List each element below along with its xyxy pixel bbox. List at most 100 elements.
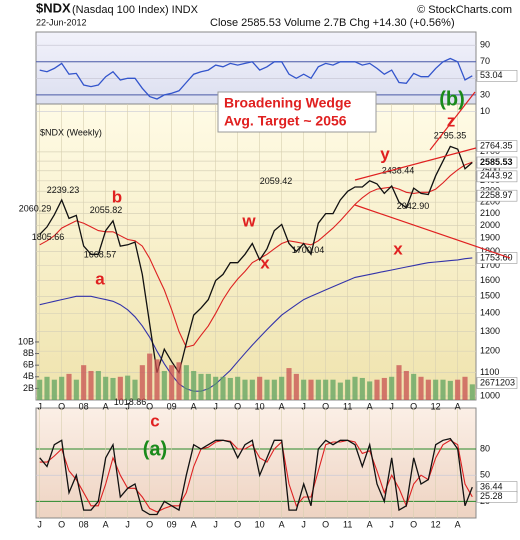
wave-label: c xyxy=(150,411,159,430)
volume-bar xyxy=(103,376,109,400)
wave-label: w xyxy=(241,211,256,230)
panel-title: $NDX (Weekly) xyxy=(40,127,102,137)
x-tick-label: J xyxy=(301,401,306,411)
note-text: Avg. Target ~ 2056 xyxy=(224,113,347,129)
y-tick-label: 2500 xyxy=(480,165,500,175)
y-tick-label: 2B xyxy=(23,383,34,393)
y-tick-label: 6B xyxy=(23,360,34,370)
x-tick-label: 10 xyxy=(255,519,265,529)
y-tick-label: 50 xyxy=(480,470,490,480)
volume-bar xyxy=(257,376,263,400)
x-tick-label: 10 xyxy=(255,401,265,411)
volume-bar xyxy=(337,382,343,400)
x-tick-label: O xyxy=(146,519,153,529)
price-annotation: 1018.86 xyxy=(114,397,147,407)
volume-bar xyxy=(183,365,189,400)
plot-layer: 90 70 50 30 10 53.04 1000 1100 1200 1300 1400 1500 1… xyxy=(18,40,518,529)
volume-bar xyxy=(198,373,204,400)
x-tick-label: A xyxy=(103,519,109,529)
volume-bar xyxy=(161,370,167,400)
volume-bar xyxy=(169,365,175,400)
volume-bar xyxy=(396,365,402,400)
x-tick-label: J xyxy=(125,519,130,529)
volume-bar xyxy=(286,368,292,400)
volume-bar xyxy=(37,379,43,400)
level-label: 53.04 xyxy=(480,70,503,80)
x-tick-label: O xyxy=(234,519,241,529)
wave-label: z xyxy=(447,111,456,130)
x-tick-label: 09 xyxy=(167,401,177,411)
x-tick-label: O xyxy=(234,401,241,411)
y-tick-label: 90 xyxy=(480,40,490,50)
volume-bar xyxy=(264,379,270,400)
y-tick-label: 1200 xyxy=(480,346,500,356)
level-tag xyxy=(476,170,518,183)
x-tick-label: O xyxy=(322,519,329,529)
volume-bar xyxy=(154,359,160,400)
volume-bar xyxy=(117,376,123,400)
volume-bar xyxy=(249,379,255,400)
level-tag xyxy=(476,70,518,82)
x-tick-label: J xyxy=(301,519,306,529)
volume-bar xyxy=(455,379,461,400)
volume-bar xyxy=(132,379,138,400)
quote: Close 2585.53 Volume 2.7B Chg +14.30 (+0… xyxy=(210,17,455,29)
level-tag xyxy=(476,156,518,169)
y-tick-label: 1000 xyxy=(480,390,500,400)
volume-bar xyxy=(418,376,424,400)
level-tag xyxy=(476,377,518,389)
level-label: 1753.60 xyxy=(480,252,513,262)
y-tick-label: 1100 xyxy=(480,367,499,377)
y-tick-label: 1700 xyxy=(480,260,500,270)
index-name: (Nasdaq 100 Index) INDX xyxy=(72,4,199,16)
series-line xyxy=(39,257,473,392)
x-tick-label: J xyxy=(213,519,218,529)
volume-bar xyxy=(425,379,431,400)
series-line xyxy=(39,57,473,100)
x-tick-label: A xyxy=(191,519,197,529)
price-annotation: 2059.42 xyxy=(260,176,293,186)
wave-label: x xyxy=(393,239,403,258)
x-tick-label: 09 xyxy=(167,519,177,529)
x-tick-label: 08 xyxy=(79,519,89,529)
volume-bar xyxy=(301,379,307,400)
x-tick-label: A xyxy=(279,401,285,411)
y-tick-label: 1400 xyxy=(480,308,500,318)
x-tick-label: A xyxy=(367,519,373,529)
volume-bar xyxy=(139,365,145,400)
x-tick-label: 11 xyxy=(343,519,352,529)
volume-bar xyxy=(462,376,468,400)
x-tick-label: A xyxy=(455,401,461,411)
volume-bar xyxy=(220,376,226,400)
volume-bar xyxy=(279,376,285,400)
x-tick-label: J xyxy=(389,401,394,411)
volume-bar xyxy=(389,376,395,400)
price-annotation: 1668.57 xyxy=(84,250,117,260)
x-tick-label: 12 xyxy=(431,401,441,411)
copyright: © StockCharts.com xyxy=(417,4,512,16)
trend-line xyxy=(354,147,477,181)
wave-label: b xyxy=(112,187,122,206)
volume-bar xyxy=(213,376,219,400)
y-tick-label: 2100 xyxy=(480,208,500,218)
volume-bar xyxy=(81,365,87,400)
price-annotation: 2042.90 xyxy=(397,201,430,211)
volume-bar xyxy=(374,379,380,400)
volume-bar xyxy=(235,376,241,400)
volume-bar xyxy=(147,353,153,400)
level-tag xyxy=(476,189,518,202)
volume-bar xyxy=(44,376,50,400)
level-label: 2764.35 xyxy=(480,140,513,150)
note-box xyxy=(217,91,377,133)
volume-bar xyxy=(51,379,57,400)
volume-bar xyxy=(345,379,351,400)
wave-label: a xyxy=(95,269,105,288)
level-label: 25.28 xyxy=(480,491,503,501)
volume-bar xyxy=(191,370,197,400)
volume-bar xyxy=(73,379,79,400)
volume-bar xyxy=(242,379,248,400)
level-tag xyxy=(476,491,518,503)
y-tick-label: 1300 xyxy=(480,326,500,336)
y-tick-label: 1900 xyxy=(480,233,500,243)
x-tick-label: A xyxy=(191,401,197,411)
